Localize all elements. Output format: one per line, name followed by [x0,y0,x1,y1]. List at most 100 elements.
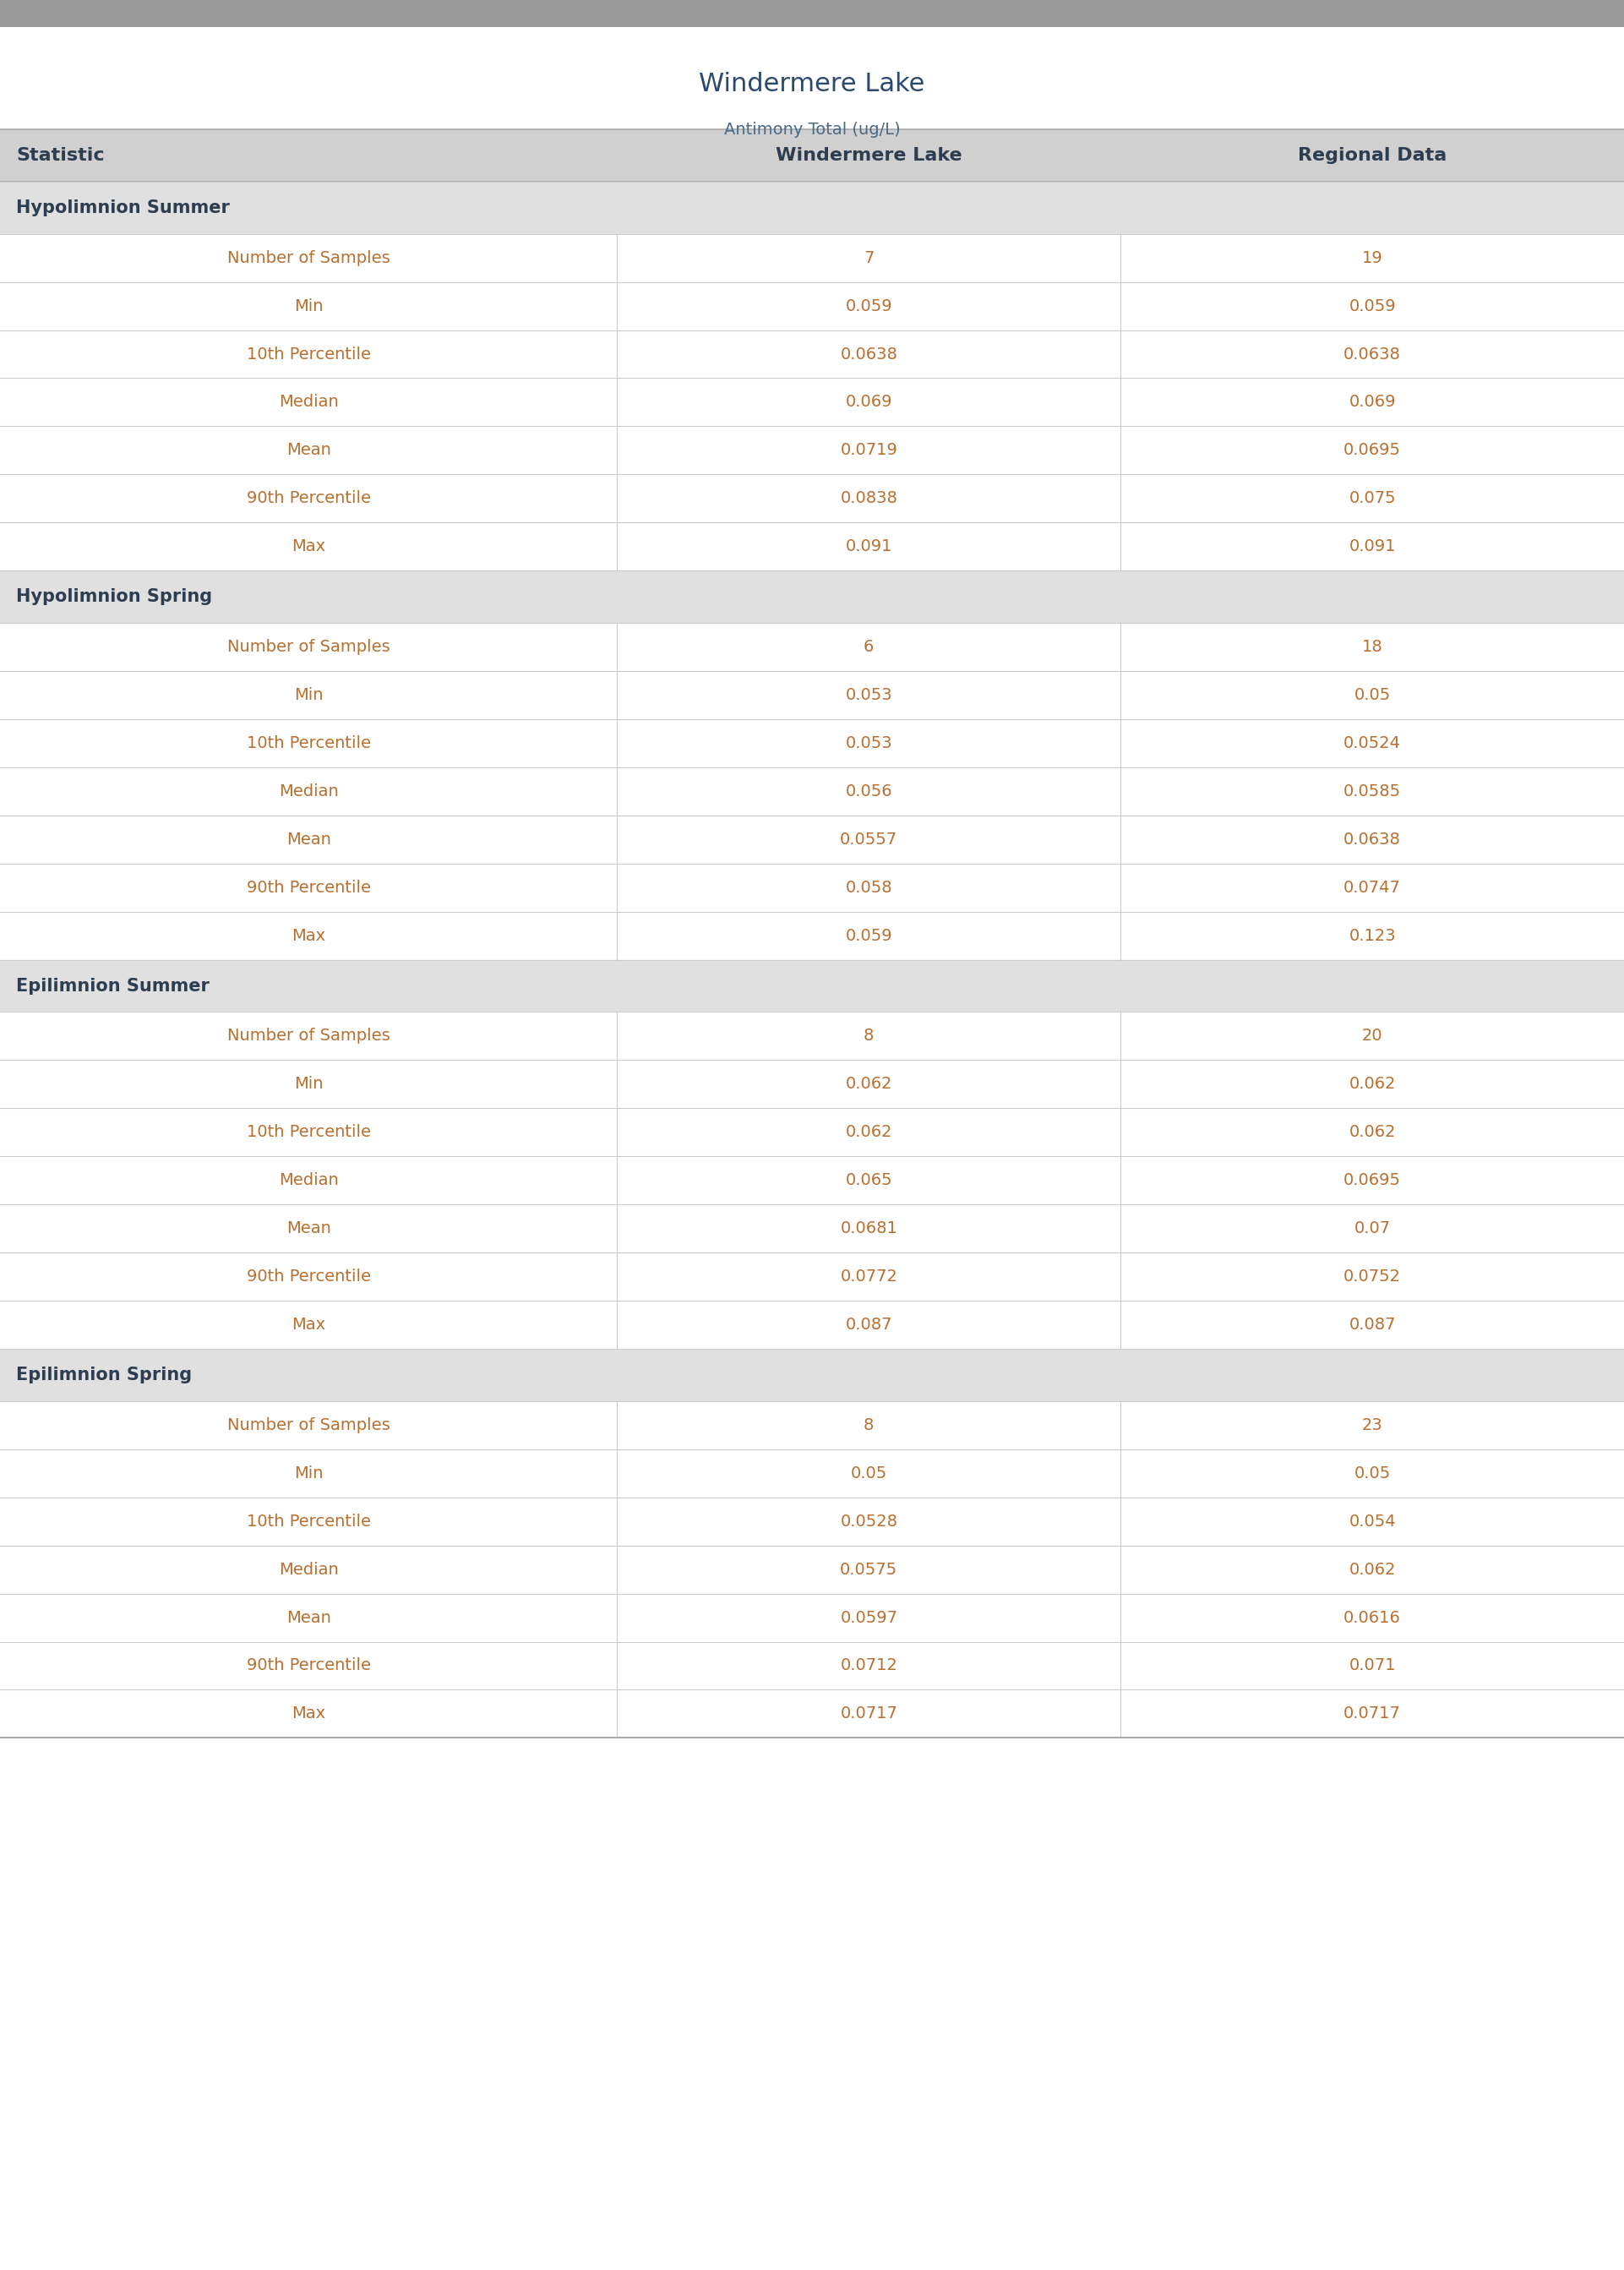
Text: Number of Samples: Number of Samples [227,1416,390,1432]
Bar [0,1498,1624,1546]
Text: 7: 7 [864,250,874,266]
Text: 0.062: 0.062 [846,1124,892,1140]
Text: Mean: Mean [286,1221,331,1237]
Bar [0,329,1624,379]
Text: 0.0717: 0.0717 [1343,1705,1402,1723]
Text: Min: Min [294,1464,323,1482]
Text: Mean: Mean [286,443,331,459]
Bar [0,1401,1624,1448]
Bar [0,1348,1624,1401]
Text: 0.059: 0.059 [1350,297,1395,313]
Text: Min: Min [294,1076,323,1092]
Text: 0.087: 0.087 [846,1317,892,1332]
Text: Median: Median [279,395,338,411]
Bar [0,622,1624,672]
Text: 0.053: 0.053 [846,688,892,704]
Text: 0.071: 0.071 [1350,1657,1395,1673]
Text: 0.0557: 0.0557 [840,831,898,847]
Text: 0.069: 0.069 [1350,395,1395,411]
Text: Regional Data: Regional Data [1298,148,1447,163]
Bar [0,1301,1624,1348]
Bar [0,1060,1624,1108]
Bar [0,182,1624,234]
Text: 0.0597: 0.0597 [840,1609,898,1625]
Text: 10th Percentile: 10th Percentile [247,735,370,751]
Bar [0,1205,1624,1253]
Text: Number of Samples: Number of Samples [227,250,390,266]
Text: 0.0524: 0.0524 [1343,735,1402,751]
Text: 0.091: 0.091 [1350,538,1395,554]
Text: 0.065: 0.065 [846,1171,892,1189]
Text: 10th Percentile: 10th Percentile [247,1124,370,1140]
Text: Min: Min [294,297,323,313]
Text: Min: Min [294,688,323,704]
Bar [0,672,1624,720]
Text: 0.0719: 0.0719 [840,443,898,459]
Bar [0,1641,1624,1689]
Text: 90th Percentile: 90th Percentile [247,878,370,897]
Text: 0.0638: 0.0638 [1343,831,1402,847]
Bar [0,0,1624,27]
Text: Epilimnion Summer: Epilimnion Summer [16,978,209,994]
Text: Median: Median [279,1562,338,1578]
Text: 0.05: 0.05 [851,1464,887,1482]
Text: 0.0695: 0.0695 [1343,1171,1402,1189]
Bar [0,863,1624,913]
Bar [0,815,1624,863]
Text: 0.0528: 0.0528 [840,1514,898,1530]
Text: 0.062: 0.062 [1350,1562,1395,1578]
Text: Median: Median [279,1171,338,1189]
Bar [0,234,1624,281]
Bar [0,1546,1624,1594]
Text: 0.07: 0.07 [1354,1221,1390,1237]
Text: 0.059: 0.059 [846,297,892,313]
Text: Statistic: Statistic [16,148,104,163]
Text: 0.0772: 0.0772 [840,1269,898,1285]
Text: Max: Max [292,1317,325,1332]
Text: 0.0575: 0.0575 [840,1562,898,1578]
Text: 8: 8 [864,1416,874,1432]
Text: 0.062: 0.062 [846,1076,892,1092]
Text: 0.0638: 0.0638 [1343,345,1402,363]
Text: 0.054: 0.054 [1350,1514,1395,1530]
Text: Mean: Mean [286,1609,331,1625]
Text: 10th Percentile: 10th Percentile [247,345,370,363]
Text: Hypolimnion Spring: Hypolimnion Spring [16,588,213,606]
Bar [0,379,1624,427]
Text: 90th Percentile: 90th Percentile [247,490,370,506]
Text: 0.059: 0.059 [846,928,892,944]
Text: Windermere Lake: Windermere Lake [698,73,926,95]
Text: 8: 8 [864,1028,874,1044]
Text: 19: 19 [1363,250,1382,266]
Bar [0,1155,1624,1205]
Bar [0,427,1624,474]
Bar [0,1689,1624,1739]
Text: 0.0638: 0.0638 [840,345,898,363]
Bar [0,1253,1624,1301]
Text: 90th Percentile: 90th Percentile [247,1269,370,1285]
Text: 0.0585: 0.0585 [1343,783,1402,799]
Text: Epilimnion Spring: Epilimnion Spring [16,1367,192,1382]
Text: 90th Percentile: 90th Percentile [247,1657,370,1673]
Text: 0.053: 0.053 [846,735,892,751]
Bar [0,720,1624,767]
Text: 0.062: 0.062 [1350,1124,1395,1140]
Text: 0.123: 0.123 [1350,928,1395,944]
Bar [0,281,1624,329]
Text: Number of Samples: Number of Samples [227,638,390,656]
Text: 6: 6 [864,638,874,656]
Text: 10th Percentile: 10th Percentile [247,1514,370,1530]
Bar [0,913,1624,960]
Bar [0,1108,1624,1155]
Text: 0.056: 0.056 [846,783,892,799]
Bar [0,767,1624,815]
Text: 0.0681: 0.0681 [840,1221,898,1237]
Text: Antimony Total (ug/L): Antimony Total (ug/L) [724,120,900,138]
Text: Max: Max [292,928,325,944]
Text: Windermere Lake: Windermere Lake [776,148,961,163]
Text: Hypolimnion Summer: Hypolimnion Summer [16,200,231,216]
Text: 0.0838: 0.0838 [840,490,898,506]
Text: 0.062: 0.062 [1350,1076,1395,1092]
Text: Median: Median [279,783,338,799]
Text: 18: 18 [1363,638,1382,656]
